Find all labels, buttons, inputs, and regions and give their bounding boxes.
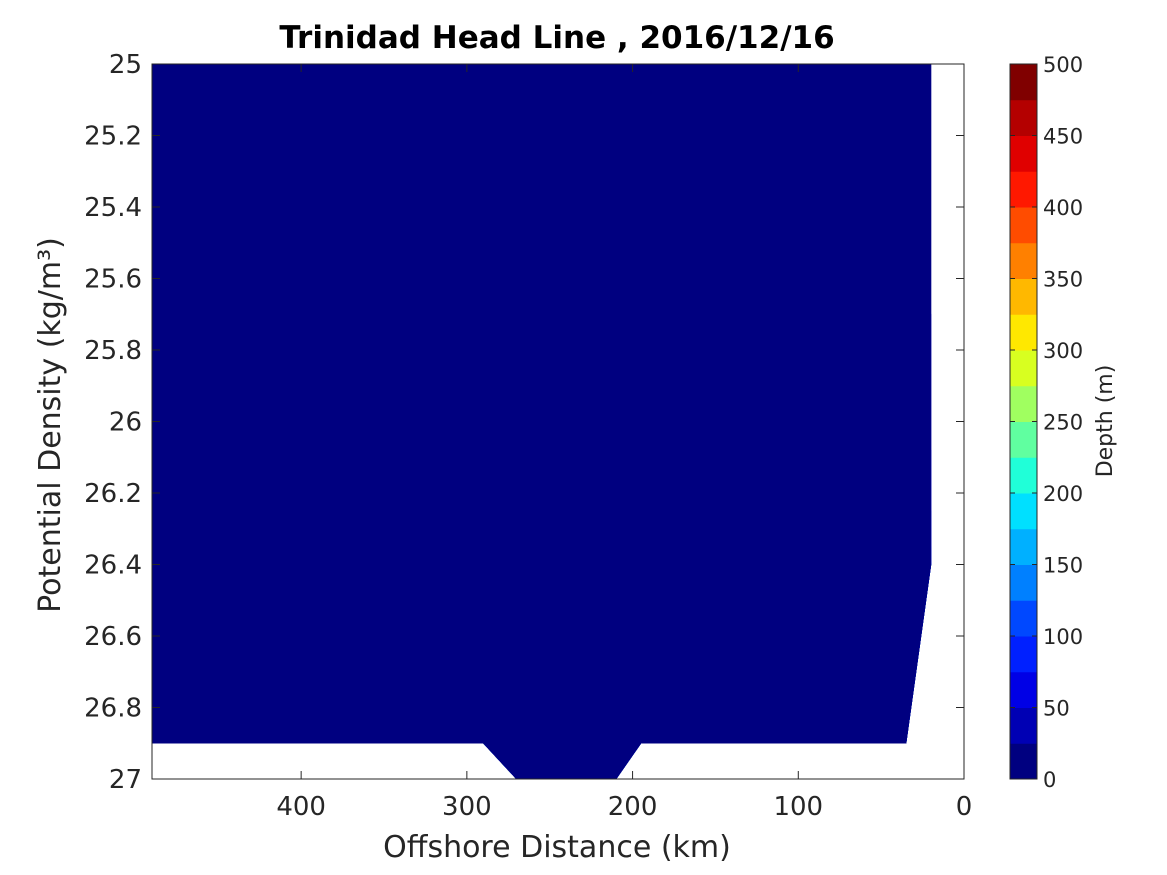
chart-title: Trinidad Head Line , 2016/12/16	[279, 20, 834, 56]
x-axis: 400 300 200 100 0	[276, 64, 972, 822]
y-tick-label: 25	[109, 50, 142, 80]
colorbar-swatch	[1010, 671, 1037, 708]
colorbar-swatch	[1010, 457, 1037, 494]
colorbar-tick-label: 150	[1043, 554, 1083, 578]
depth-band-0	[152, 64, 932, 779]
colorbar-swatch	[1010, 385, 1037, 422]
y-tick-label: 26.6	[84, 622, 142, 652]
colorbar-swatch	[1010, 350, 1037, 387]
colorbar-label: Depth (m)	[1093, 365, 1118, 478]
y-tick-label: 25.2	[84, 122, 142, 152]
colorbar-swatch	[1010, 314, 1037, 351]
colorbar-tick-label: 350	[1043, 268, 1083, 292]
y-axis: 25 25.2 25.4 25.6 25.8 26 26.2 26.4 26.6 26.8 27	[84, 50, 964, 795]
y-tick-label: 25.6	[84, 265, 142, 295]
colorbar-swatch	[1010, 600, 1037, 637]
colorbar-swatch	[1010, 64, 1037, 101]
colorbar-swatch	[1010, 242, 1037, 279]
colorbar-swatch	[1010, 171, 1037, 208]
y-tick-label: 26.2	[84, 479, 142, 509]
y-tick-label: 27	[109, 765, 142, 795]
colorbar-tick-label: 50	[1043, 697, 1070, 721]
colorbar-swatch	[1010, 528, 1037, 565]
colorbar-swatch	[1010, 493, 1037, 530]
plot-area	[152, 64, 932, 779]
colorbar-swatch	[1010, 421, 1037, 458]
colorbar-tick-label: 250	[1043, 411, 1083, 435]
colorbar-tick-label: 100	[1043, 625, 1083, 649]
y-tick-label: 26	[109, 408, 142, 438]
colorbar-tick-label: 300	[1043, 339, 1083, 363]
x-tick-label: 400	[276, 792, 326, 822]
colorbar-swatch	[1010, 278, 1037, 315]
colorbar-tick-label: 400	[1043, 196, 1083, 220]
colorbar-tick-label: 0	[1043, 768, 1056, 792]
x-axis-label: Offshore Distance (km)	[383, 830, 731, 865]
colorbar-tick-label: 450	[1043, 125, 1083, 149]
colorbar-swatch	[1010, 743, 1037, 780]
x-tick-label: 0	[956, 792, 973, 822]
colorbar-swatch	[1010, 636, 1037, 673]
y-axis-label: Potential Density (kg/m³)	[33, 237, 68, 613]
colorbar-tick-label: 500	[1043, 53, 1083, 77]
y-tick-label: 26.8	[84, 694, 142, 724]
colorbar: 0 50 100 150 200 250 300 350 400 450 500	[1009, 53, 1083, 792]
colorbar-swatch	[1010, 99, 1037, 136]
x-tick-label: 300	[442, 792, 492, 822]
colorbar-swatch	[1010, 564, 1037, 601]
colorbar-swatch	[1010, 135, 1037, 172]
colorbar-swatch	[1010, 207, 1037, 244]
colorbar-swatch	[1010, 707, 1037, 744]
x-tick-label: 200	[608, 792, 658, 822]
y-tick-label: 25.8	[84, 336, 142, 366]
y-tick-label: 25.4	[84, 193, 142, 223]
x-tick-label: 100	[773, 792, 823, 822]
colorbar-tick-label: 200	[1043, 482, 1083, 506]
y-tick-label: 26.4	[84, 551, 142, 581]
